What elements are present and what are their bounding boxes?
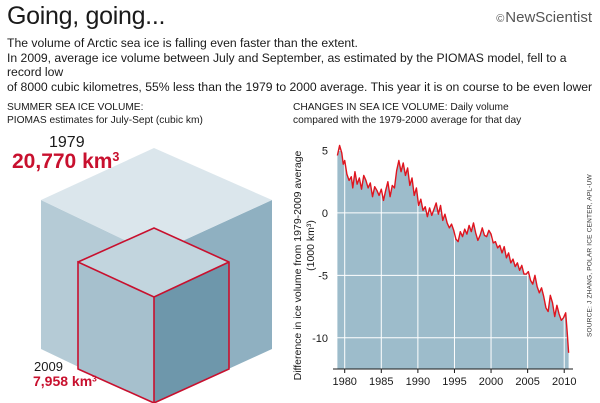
y-tick-label: 5	[322, 145, 328, 157]
ice-volume-cube-graphic	[41, 148, 272, 403]
volume-2009-value: 7,958 km3	[33, 373, 97, 389]
logo-text: NewScientist	[505, 9, 592, 26]
intro-line-1: The volume of Arctic sea ice is falling …	[7, 36, 358, 50]
left-heading-line-2: PIOMAS estimates for July-Sept (cubic km…	[7, 115, 203, 126]
volume-1979-text: 20,770 km	[12, 150, 113, 173]
y-axis-unit: (1000 km³)	[305, 220, 317, 271]
x-tick-label: 2005	[515, 376, 539, 388]
unit-exponent-2009: 3	[92, 373, 97, 384]
x-tick-label: 1985	[369, 376, 393, 388]
year-2009-label: 2009	[34, 359, 63, 374]
year-1979-label: 1979	[49, 134, 85, 151]
right-heading-line-2: compared with the 1979-2000 average for …	[293, 115, 522, 126]
y-axis-label: Difference in ice volume from 1979-2009 …	[292, 150, 304, 380]
volume-2009-text: 7,958 km	[33, 373, 93, 389]
copyright-symbol: ©	[496, 13, 505, 25]
x-tick-label: 1995	[442, 376, 466, 388]
new-scientist-logo: ©NewScientist	[496, 9, 592, 26]
intro-line-3: of 8000 cubic kilometres, 55% less than …	[7, 79, 593, 94]
volume-1979-value: 20,770 km3	[12, 150, 119, 174]
area-fill	[337, 145, 569, 369]
series-line	[336, 144, 570, 353]
right-heading-line-1: CHANGES IN SEA ICE VOLUME: Daily volume	[293, 102, 509, 113]
left-panel-heading: SUMMER SEA ICE VOLUME: PIOMAS estimates …	[7, 101, 203, 127]
unit-exponent-1979: 3	[112, 150, 120, 165]
y-tick-label: -5	[318, 270, 328, 282]
page-title: Going, going...	[7, 2, 166, 30]
small-cube-outline	[77, 227, 230, 403]
source-credit: SOURCE: J ZHANG, POLAR ICE CENTER, APL-U…	[586, 174, 594, 337]
large-cube-top-face	[41, 148, 272, 254]
left-heading-line-1: SUMMER SEA ICE VOLUME:	[7, 102, 144, 113]
intro-line-2: In 2009, average ice volume between July…	[7, 50, 567, 80]
x-tick-label: 1990	[406, 376, 430, 388]
x-tick-label: 1980	[332, 376, 356, 388]
x-tick-label: 2010	[552, 376, 576, 388]
right-panel-heading: CHANGES IN SEA ICE VOLUME: Daily volume …	[293, 101, 521, 127]
small-cube-left-face	[78, 262, 154, 403]
y-tick-label: -10	[312, 333, 328, 345]
x-tick-label: 2000	[479, 376, 503, 388]
intro-text: The volume of Arctic sea ice is falling …	[7, 36, 597, 94]
small-cube-right-face	[154, 262, 229, 403]
y-tick-label: 0	[322, 208, 328, 220]
